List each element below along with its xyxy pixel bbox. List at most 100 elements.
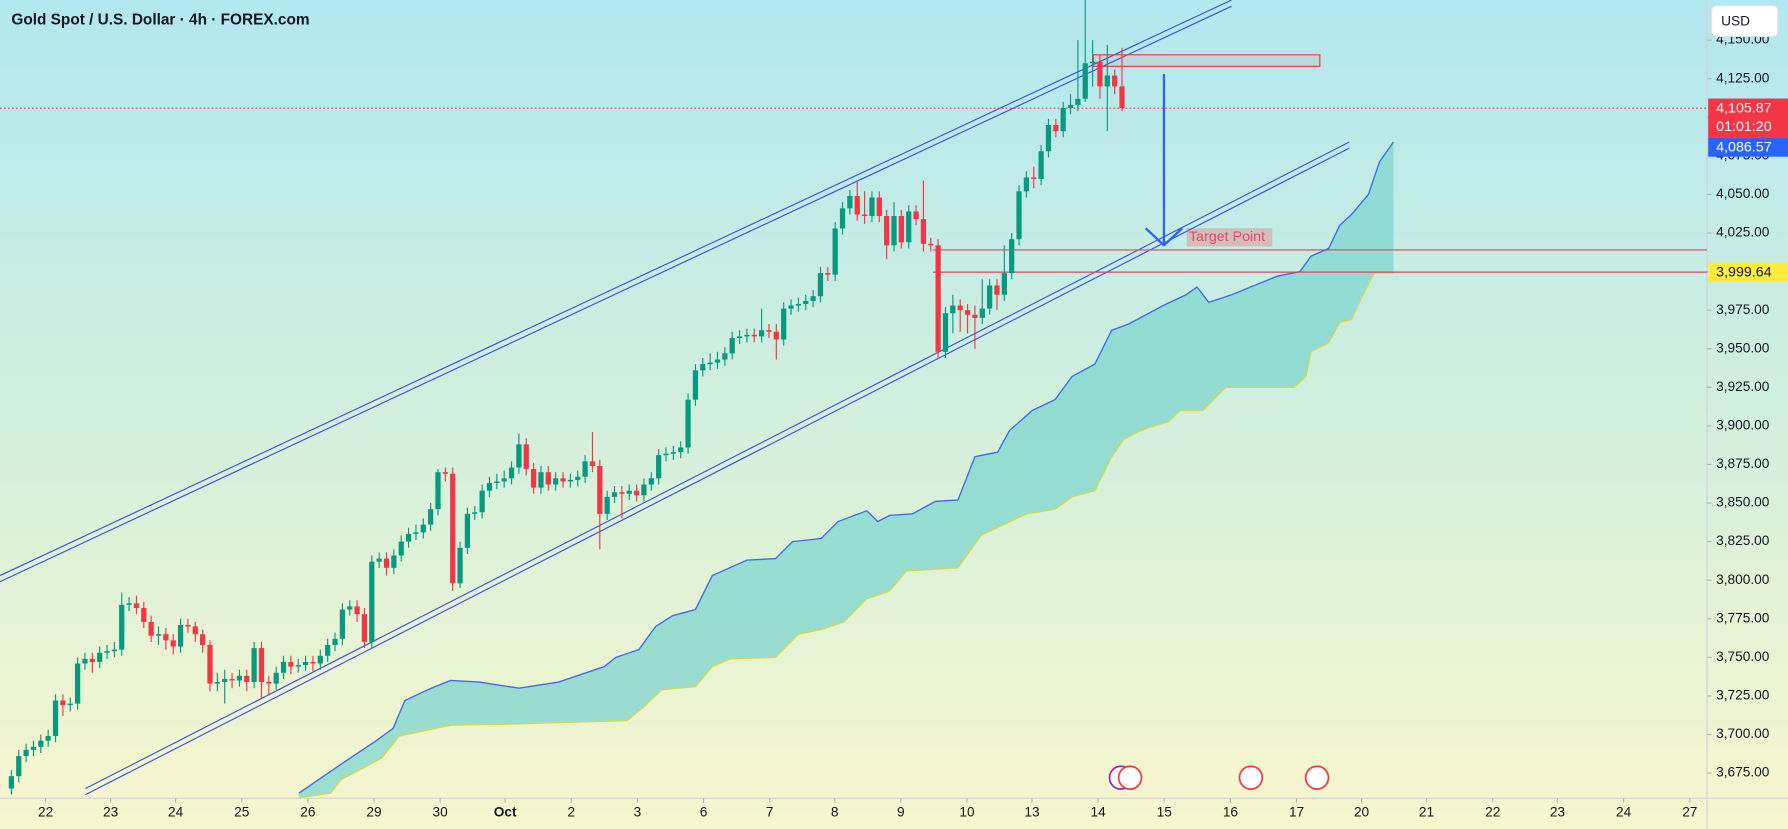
- candle-body: [736, 336, 743, 338]
- candle-body: [920, 219, 927, 244]
- candle-body: [192, 626, 198, 635]
- candle-body: [854, 195, 860, 215]
- candle-body: [236, 675, 243, 681]
- event-icon[interactable]: [1304, 765, 1330, 790]
- candle-body: [295, 665, 301, 667]
- candle-body: [435, 472, 441, 510]
- x-tick-label: 15: [1157, 805, 1173, 820]
- plot-area: Target Point: [0, 0, 1708, 799]
- x-tick-label: 14: [1091, 805, 1107, 820]
- candle-body: [141, 607, 147, 622]
- candle-body: [898, 216, 904, 243]
- y-tick-label: 3,700.00: [1716, 726, 1770, 741]
- candle-body: [913, 211, 919, 220]
- candle-body: [501, 478, 507, 482]
- price-badge-countdown: 01:01:20: [1716, 119, 1772, 135]
- x-tick-label: 2: [567, 805, 575, 820]
- x-tick-label: Oct: [494, 805, 517, 820]
- candle-body: [1001, 273, 1007, 295]
- x-tick-label: 16: [1223, 805, 1238, 820]
- resistance-zone: [1092, 54, 1321, 67]
- event-icon[interactable]: [1117, 765, 1143, 790]
- price-badge-label: 4,086.57: [1716, 139, 1772, 155]
- candle-body: [1119, 86, 1125, 109]
- candle-body: [538, 472, 544, 488]
- candle-body: [950, 305, 956, 314]
- candle-body: [229, 678, 235, 681]
- candle-body: [82, 658, 88, 664]
- candle-body: [16, 756, 22, 777]
- candle-body: [1060, 108, 1066, 132]
- candle-body: [994, 285, 1000, 295]
- candle-body: [38, 740, 44, 747]
- x-tick-label: 24: [1616, 805, 1632, 820]
- arrow-head: [1144, 227, 1183, 247]
- candle-body: [722, 353, 728, 360]
- candle-body: [288, 661, 294, 667]
- y-tick-label: 4,025.00: [1716, 225, 1770, 240]
- x-tick-label: 23: [1550, 805, 1565, 820]
- candle-body: [1045, 124, 1052, 152]
- candle-body: [126, 603, 132, 605]
- cloud-line: [298, 141, 1394, 794]
- candle-body: [884, 216, 890, 246]
- candle-body: [832, 228, 838, 275]
- candle-body: [751, 334, 757, 337]
- candle-body: [111, 649, 117, 652]
- candle-body: [1038, 151, 1044, 179]
- candle-body: [104, 651, 110, 653]
- candle-body: [597, 465, 603, 514]
- candle-body: [758, 330, 765, 337]
- candle-body: [1075, 98, 1081, 105]
- candle-body: [1067, 104, 1074, 109]
- x-tick-label: 7: [766, 805, 774, 820]
- candle-body: [494, 481, 500, 483]
- candle-body: [244, 675, 250, 683]
- candle-body: [979, 308, 985, 318]
- candle-body: [869, 197, 875, 217]
- event-icon[interactable]: [1238, 765, 1264, 790]
- candle-body: [1031, 177, 1037, 179]
- y-tick-label: 3,875.00: [1716, 456, 1770, 471]
- candle-body: [567, 479, 574, 482]
- candle-body: [766, 330, 772, 332]
- candle-body: [810, 296, 816, 301]
- candle-body: [1016, 191, 1022, 240]
- candle-body: [398, 541, 404, 556]
- candle-body: [847, 195, 853, 209]
- candle-body: [185, 624, 191, 627]
- candle-body: [133, 603, 140, 608]
- channel-line: [0, 5, 1232, 583]
- x-tick-label: 29: [366, 805, 381, 820]
- candle-body: [641, 484, 647, 496]
- candle-body: [685, 399, 691, 448]
- candle-body: [700, 364, 706, 371]
- annotation-text: Target Point: [1189, 229, 1265, 245]
- candle-body: [781, 308, 787, 340]
- candle-body: [972, 314, 978, 318]
- candle-body: [97, 652, 103, 662]
- candle-body: [155, 634, 162, 636]
- candle-body: [280, 661, 287, 673]
- candle-body: [987, 285, 993, 309]
- x-tick-label: 8: [831, 805, 839, 820]
- y-tick-label: 3,925.00: [1716, 379, 1770, 394]
- candle-body: [302, 661, 309, 666]
- candle-body: [258, 648, 265, 683]
- y-tick-label: 3,775.00: [1716, 610, 1770, 625]
- candle-body: [251, 648, 257, 683]
- candle-body: [714, 359, 721, 363]
- event-icons: [1108, 765, 1330, 790]
- candle-body: [60, 700, 66, 706]
- candle-body: [207, 644, 213, 684]
- price-badge: [1708, 98, 1788, 138]
- candle-body: [839, 208, 846, 229]
- y-tick-label: 3,900.00: [1716, 417, 1770, 432]
- candle-body: [957, 305, 963, 311]
- currency-button[interactable]: [1711, 5, 1779, 38]
- candle-body: [604, 496, 610, 514]
- annotation-box: [1186, 228, 1273, 247]
- candle-body: [906, 211, 912, 243]
- candle-body: [670, 452, 676, 454]
- candle-body: [619, 492, 625, 494]
